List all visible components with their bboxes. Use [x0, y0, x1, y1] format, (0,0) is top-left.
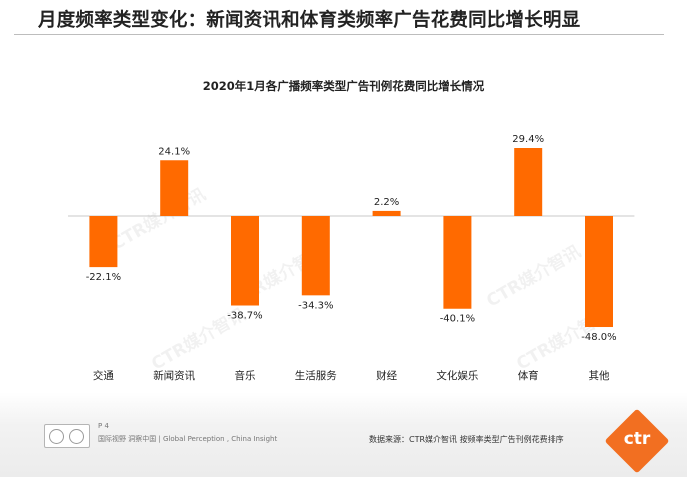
bar: [231, 216, 259, 306]
seal-icon: [69, 429, 84, 444]
data-label: 24.1%: [158, 146, 190, 157]
bar: [301, 216, 330, 296]
category-label: 体育: [518, 369, 539, 382]
category-label: 生活服务: [295, 369, 337, 382]
category-label: 文化娱乐: [436, 369, 478, 382]
bar: [514, 148, 543, 216]
category-label: 新闻资讯: [153, 369, 195, 382]
bar: [585, 216, 613, 328]
bar: [443, 216, 472, 309]
bar: [89, 216, 118, 268]
seal-icon: [49, 429, 64, 444]
data-label: 29.4%: [512, 134, 544, 145]
chart-title: 2020年1月各广播频率类型广告刊例花费同比增长情况: [202, 79, 485, 93]
category-label: 交通: [93, 369, 114, 382]
data-label: -40.1%: [440, 314, 475, 325]
data-label: -48.0%: [581, 332, 616, 343]
category-label: 其他: [589, 369, 610, 382]
data-label: 2.2%: [374, 197, 399, 208]
footer-band: [0, 392, 687, 477]
bar: [160, 160, 189, 216]
ctr-logo-text: ctr: [623, 429, 651, 449]
category-label: 财经: [376, 369, 397, 382]
data-source-note: 数据来源：CTR媒介智讯 按频率类型广告刊例花费排序: [369, 435, 564, 444]
slide-title: 月度频率类型变化：新闻资讯和体育类频率广告花费同比增长明显: [38, 10, 581, 31]
certification-logo: [44, 424, 90, 448]
page-number: P 4: [98, 422, 109, 430]
title-divider: [14, 34, 664, 35]
category-label: 音乐: [235, 369, 256, 382]
data-label: -22.1%: [86, 272, 121, 283]
bar: [372, 210, 401, 216]
data-label: -38.7%: [227, 311, 262, 322]
data-label: -34.3%: [298, 300, 333, 311]
footer-tagline: 国际视野 洞察中国 | Global Perception , China In…: [98, 435, 278, 443]
